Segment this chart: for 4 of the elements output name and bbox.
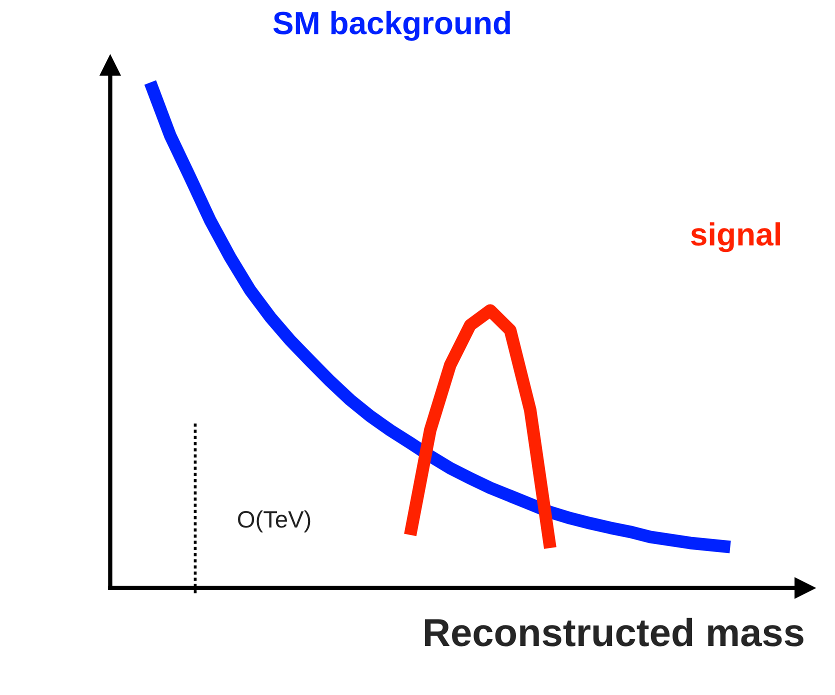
x-axis-title: Reconstructed mass <box>425 618 804 646</box>
annotation: O(TeV) <box>238 510 310 532</box>
text: SM background <box>273 10 510 41</box>
text: signal <box>691 222 780 252</box>
